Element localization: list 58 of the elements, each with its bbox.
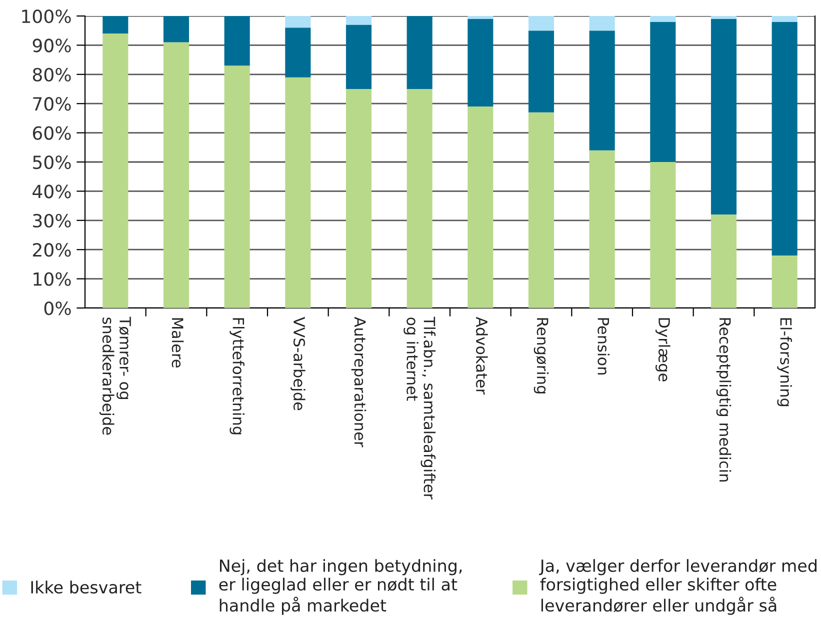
y-tick-label: 10%	[34, 272, 71, 286]
bar	[346, 89, 372, 308]
legend-label: Nej, det har ingen betydning, er ligeglad eller er nødt til at handle på markedet	[219, 559, 462, 615]
x-tick-label: Autoreparationer	[351, 316, 366, 448]
bar	[772, 16, 798, 22]
y-tick-label: 20%	[32, 243, 71, 257]
y-tick-label: 0%	[44, 301, 71, 316]
bar	[346, 24, 372, 89]
bar	[710, 18, 737, 215]
bar	[163, 16, 190, 42]
y-tick-label: 50%	[33, 155, 71, 170]
bar	[468, 18, 494, 107]
bar	[528, 16, 554, 31]
x-tick-label: VVS-arbejde	[290, 316, 306, 410]
y-tick-label: 100%	[22, 9, 71, 24]
bar	[589, 150, 615, 308]
bar	[406, 16, 432, 89]
y-tick-label: 40%	[32, 184, 71, 198]
x-tick-label: Malere	[172, 318, 184, 368]
bar	[589, 16, 615, 31]
bar	[589, 30, 615, 150]
bar	[285, 16, 311, 28]
y-tick-label: 70%	[33, 97, 71, 111]
x-tick-label: Dyrlæge	[656, 318, 670, 382]
x-tick-label: Pension	[598, 318, 610, 374]
y-tick-label: 80%	[32, 68, 71, 82]
bar	[650, 16, 676, 22]
bar	[102, 16, 128, 34]
x-tick-label: Advokater	[476, 316, 488, 395]
y-tick-label: 60%	[32, 126, 71, 140]
bar	[650, 22, 676, 162]
bar	[406, 89, 432, 308]
bar	[346, 16, 372, 25]
bar	[285, 28, 311, 78]
x-tick-label: Flytteforretning	[230, 318, 244, 434]
x-tick-label: Rengøring	[534, 318, 549, 394]
bar	[528, 30, 554, 112]
bar	[285, 77, 311, 308]
legend-label: Ikke besvaret	[31, 580, 142, 594]
bar	[528, 112, 554, 308]
bar	[772, 255, 798, 308]
y-tick-label: 30%	[33, 214, 71, 228]
y-tick-label: 90%	[32, 38, 71, 52]
legend-label: Ja, vælger derfor leverandør med forsigtighed eller skifter ofte leverandører eller undgår så	[539, 559, 816, 615]
x-tick-label: El-forsyning	[777, 318, 792, 406]
bar	[772, 22, 798, 256]
bar	[224, 66, 250, 308]
bar	[224, 16, 250, 66]
bar	[102, 34, 128, 308]
bar	[468, 106, 494, 308]
bar	[710, 214, 737, 308]
x-tick-label: Receptpligtig medicin	[716, 318, 732, 482]
bar	[163, 42, 190, 308]
x-tick-label: Tlf.abn., samtaleafgifter og internet	[404, 316, 436, 500]
bar	[650, 162, 676, 308]
bar	[710, 16, 737, 19]
x-tick-label: Tømrer- og snedkerarbejde	[99, 316, 131, 435]
bar	[468, 16, 494, 19]
